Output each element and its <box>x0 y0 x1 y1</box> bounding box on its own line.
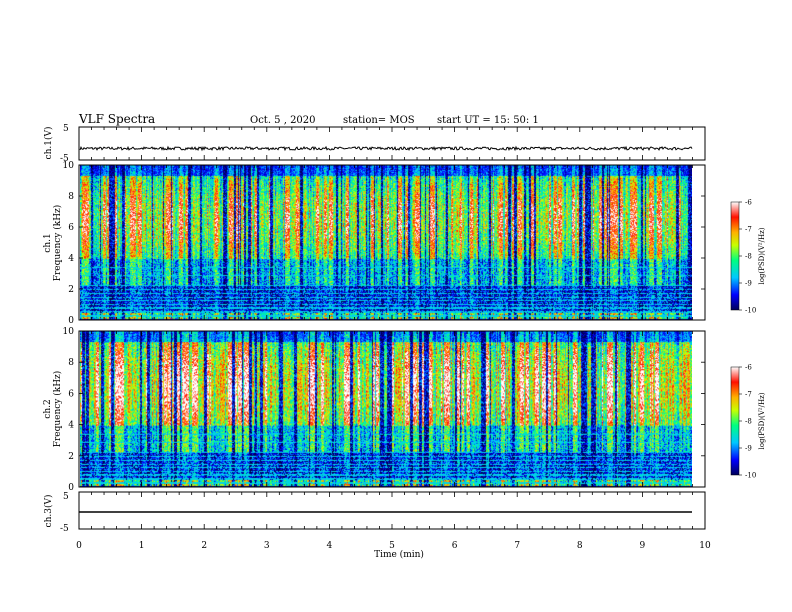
y-tick-label: 4 <box>68 421 74 431</box>
ch1-spectrogram-image <box>80 165 692 320</box>
chart-title: VLF Spectra <box>78 112 155 126</box>
colorbar-tick-label: -8 <box>745 418 752 426</box>
ch2-spectrogram-panel: 0 2 4 6 8 10 ch.2 Frequency (kHz) <box>43 327 706 493</box>
ch1-colorbar: -6 -7 -8 -9 -10 log(PSD)(V²/Hz) <box>730 199 766 315</box>
ch2-spectrogram-ylabel-channel: ch.2 <box>43 399 53 418</box>
ch3-waveform-ticks <box>78 492 706 529</box>
x-tick-label: 7 <box>514 541 520 551</box>
y-tick-label: 6 <box>68 389 74 399</box>
ch3-waveform-frame <box>78 491 706 530</box>
ch3-ytick-top: 5 <box>63 492 69 502</box>
x-tick-label: 9 <box>640 541 646 551</box>
y-tick-label: 10 <box>63 161 75 171</box>
y-tick-label: 10 <box>63 327 75 337</box>
x-tick-label: 0 <box>76 541 82 551</box>
ch1-ytick-top: 5 <box>63 124 69 134</box>
ch1-waveform-ticks <box>78 127 706 160</box>
station-label: station= MOS <box>343 115 415 126</box>
ch2-colorbar-scale <box>730 366 740 476</box>
ch3-waveform-ylabel: ch.3(V) <box>43 495 54 528</box>
colorbar-tick-label: -7 <box>745 226 752 234</box>
ch1-spectrogram-panel: 0 2 4 6 8 10 ch.1 Frequency (kHz) <box>43 161 706 326</box>
y-tick-label: 6 <box>68 223 74 233</box>
colorbar-tick-label: -10 <box>745 307 756 315</box>
x-tick-label: 5 <box>389 541 395 551</box>
x-tick-label: 8 <box>577 541 583 551</box>
y-tick-label: 0 <box>68 483 74 493</box>
y-tick-label: 0 <box>68 316 74 326</box>
start-time-label: start UT = 15: 50: 1 <box>437 115 539 126</box>
colorbar-tick-label: -8 <box>745 253 752 261</box>
ch3-waveform-panel: 5 -5 ch.3(V) <box>43 491 706 534</box>
colorbar-tick-label: -7 <box>745 391 752 399</box>
colorbar-tick-label: -9 <box>745 445 752 453</box>
ch1-spectrogram-ylabel-freq: Frequency (kHz) <box>52 205 63 282</box>
ch3-ytick-bottom: -5 <box>60 524 69 534</box>
x-tick-label: 1 <box>139 541 145 551</box>
ch1-colorbar-scale <box>730 201 740 311</box>
x-tick-label: 10 <box>699 541 711 551</box>
colorbar-tick-label: -9 <box>745 280 752 288</box>
ch2-spectrogram-ylabel-freq: Frequency (kHz) <box>52 371 63 448</box>
colorbar-tick-label: -6 <box>745 364 752 372</box>
ch2-spectrogram-ticks <box>78 331 706 487</box>
ch1-waveform-trace <box>79 145 693 152</box>
x-tick-label: 4 <box>327 541 333 551</box>
ch1-spectrogram-yticklabels: 0 2 4 6 8 10 <box>63 161 705 326</box>
colorbar-tick-label: -10 <box>745 472 756 480</box>
ch2-colorbar: -6 -7 -8 -9 -10 log(PSD)(V²/Hz) <box>730 364 766 480</box>
x-tick-label: 3 <box>264 541 270 551</box>
ch1-waveform-panel: 5 -5 ch.1(V) <box>43 124 706 164</box>
x-tick-label: 2 <box>201 541 207 551</box>
y-tick-label: 8 <box>68 192 74 202</box>
x-axis-label: Time (min) <box>374 549 424 560</box>
ch2-spectrogram-yticklabels: 0 2 4 6 8 10 <box>63 327 705 493</box>
ch1-colorbar-ticks: -6 -7 -8 -9 -10 <box>739 199 756 315</box>
ch1-spectrogram-ylabel-channel: ch.1 <box>43 233 53 252</box>
ch2-colorbar-label: log(PSD)(V²/Hz) <box>758 392 766 449</box>
ch1-waveform-ylabel: ch.1(V) <box>43 127 54 160</box>
ch1-ytick-bottom: -5 <box>60 154 69 164</box>
x-axis-ticklabels: 0 1 2 3 4 5 6 7 8 9 10 <box>76 541 711 551</box>
x-tick-label: 6 <box>452 541 458 551</box>
date-label: Oct. 5 , 2020 <box>250 115 316 126</box>
ch2-colorbar-ticks: -6 -7 -8 -9 -10 <box>739 364 756 480</box>
ch1-colorbar-label: log(PSD)(V²/Hz) <box>758 227 766 284</box>
y-tick-label: 2 <box>68 285 74 295</box>
ch1-spectrogram-ticks <box>78 165 706 320</box>
y-tick-label: 2 <box>68 452 74 462</box>
colorbar-tick-label: -6 <box>745 199 752 207</box>
y-tick-label: 4 <box>68 254 74 264</box>
y-tick-label: 8 <box>68 358 74 368</box>
ch2-spectrogram-image <box>80 331 692 487</box>
